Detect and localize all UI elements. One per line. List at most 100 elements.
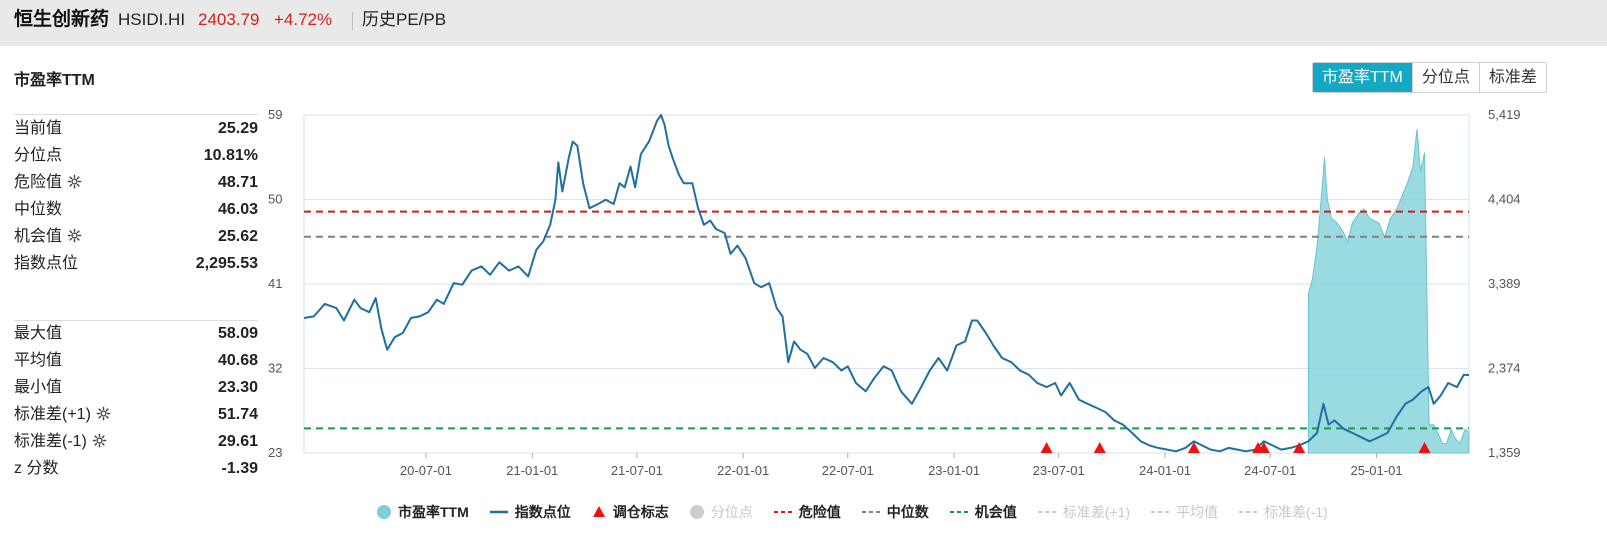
stats-bottom-divider	[14, 320, 258, 321]
index-level-line	[303, 114, 1470, 453]
top-bar: 恒生创新药 HSIDI.HI 2403.79 +4.72% 历史PE/PB	[0, 0, 1607, 46]
stat-value: 46.03	[217, 201, 258, 218]
stat-row: 最小值 23.30	[14, 374, 258, 401]
stat-label-text: 最小值	[14, 379, 63, 396]
stat-label-text: 平均值	[14, 352, 63, 369]
rebalance-marker	[1187, 442, 1200, 453]
index-name: 恒生创新药	[14, 9, 110, 30]
stat-row: 分位点 10.81%	[14, 142, 258, 169]
metric-toggle-group: 市盈率TTM 分位点 标准差	[1312, 62, 1547, 93]
settings-gear-icon[interactable]	[92, 430, 107, 448]
legend-item[interactable]: 市盈率TTM	[376, 502, 469, 522]
stat-label: 最小值	[14, 374, 62, 401]
rebalance-marker	[1093, 442, 1106, 453]
legend-item[interactable]: 调仓标志	[591, 502, 669, 522]
legend-dash-icon	[773, 511, 792, 513]
stat-label-text: z 分数	[14, 460, 59, 477]
rebalance-marker	[1418, 442, 1431, 453]
legend-item[interactable]: 指数点位	[489, 502, 571, 522]
stat-value: 2,295.53	[195, 255, 258, 272]
x-tick-label: 21-01-01	[506, 463, 558, 478]
stat-row: 危险值 48.71	[14, 169, 258, 196]
toggle-stddev-button[interactable]: 标准差	[1478, 63, 1546, 92]
stat-label: 危险值	[14, 169, 82, 196]
toggle-percentile-button[interactable]: 分位点	[1411, 63, 1479, 92]
stat-label: 指数点位	[14, 250, 78, 277]
legend-item[interactable]: 分位点	[689, 502, 753, 522]
stat-label-text: 指数点位	[14, 255, 79, 272]
stat-label: 最大值	[14, 320, 62, 347]
stat-value: 58.09	[217, 325, 258, 342]
x-tick-label: 24-07-01	[1244, 463, 1296, 478]
legend-dash-icon	[1239, 511, 1258, 513]
legend-item[interactable]: 危险值	[773, 502, 841, 522]
legend-label: 平均值	[1176, 504, 1219, 520]
y-right-tick-label: 3,389	[1488, 276, 1521, 291]
stat-label: 标准差(-1)	[14, 428, 107, 455]
x-tick-label: 20-07-01	[400, 463, 452, 478]
index-price: 2403.79	[198, 10, 260, 29]
stat-value: 29.61	[217, 433, 258, 450]
stat-label: 标准差(+1)	[14, 401, 111, 428]
settings-gear-icon[interactable]	[96, 403, 111, 421]
legend-triangle-icon	[592, 506, 605, 517]
rebalance-marker	[1293, 442, 1306, 453]
stat-row: 标准差(-1) 29.61	[14, 428, 258, 455]
stat-row: 平均值 40.68	[14, 347, 258, 374]
stat-label-text: 标准差(+1)	[14, 406, 91, 423]
stats-top-divider	[14, 114, 258, 115]
stats-panel-history: 最大值 58.09 平均值 40.68 最小值 23.30 标准差(+1) 51.74 标准差(…	[14, 320, 258, 482]
stat-label: 当前值	[14, 115, 62, 142]
legend-label: 分位点	[710, 504, 753, 520]
y-left-tick-label: 23	[268, 445, 282, 460]
header-divider	[352, 12, 353, 30]
stat-value: -1.39	[221, 460, 258, 477]
y-right-tick-label: 2,374	[1488, 361, 1521, 376]
legend-label: 标准差(+1)	[1062, 504, 1131, 520]
settings-gear-icon[interactable]	[67, 225, 82, 243]
stat-row: 机会值 25.62	[14, 223, 258, 250]
settings-gear-icon[interactable]	[67, 171, 82, 189]
legend-label: 标准差(-1)	[1264, 504, 1328, 520]
legend-item[interactable]: 标准差(-1)	[1238, 502, 1328, 522]
x-tick-label: 21-07-01	[611, 463, 663, 478]
stat-value: 51.74	[217, 406, 258, 423]
stat-label-text: 分位点	[14, 147, 63, 164]
stat-label: 机会值	[14, 223, 82, 250]
y-left-tick-label: 32	[268, 361, 282, 376]
stat-value: 40.68	[217, 352, 258, 369]
y-left-tick-label: 41	[268, 276, 282, 291]
stat-value: 25.29	[217, 120, 258, 137]
rebalance-marker	[1040, 442, 1053, 453]
x-tick-label: 22-07-01	[822, 463, 874, 478]
x-tick-label: 23-01-01	[928, 463, 980, 478]
x-tick-label: 24-01-01	[1139, 463, 1191, 478]
stat-value: 23.30	[217, 379, 258, 396]
legend-dot-icon	[689, 505, 704, 519]
stat-label-text: 最大值	[14, 325, 63, 342]
pe-ttm-area	[1307, 129, 1470, 454]
y-left-tick-label: 59	[268, 107, 282, 122]
legend-label: 机会值	[974, 504, 1017, 520]
stat-value: 48.71	[217, 174, 258, 191]
stat-row: 当前值 25.29	[14, 115, 258, 142]
chart-legend: 市盈率TTM 指数点位 调仓标志 分位点 危险值 中位数 机会值 标准差(+1) 平均值 标准差(…	[376, 502, 1348, 522]
legend-item[interactable]: 机会值	[949, 502, 1017, 522]
stat-label: 中位数	[14, 196, 62, 223]
legend-item[interactable]: 中位数	[861, 502, 929, 522]
stat-label: 分位点	[14, 142, 62, 169]
stat-value: 25.62	[217, 228, 258, 245]
y-right-tick-label: 1,359	[1488, 445, 1521, 460]
rebalance-marker	[1257, 442, 1270, 453]
legend-dot-icon	[377, 505, 391, 519]
x-tick-label: 25-01-01	[1351, 463, 1403, 478]
legend-item[interactable]: 标准差(+1)	[1037, 502, 1130, 522]
stat-row: 指数点位 2,295.53	[14, 250, 258, 277]
history-pe-pb-link[interactable]: 历史PE/PB	[362, 10, 447, 29]
section-title: 市盈率TTM	[14, 72, 95, 89]
pe-chart: 59 5,419 50 4,404 41 3,389 32 2,374 23 1,359 20-07…	[268, 107, 1521, 478]
toggle-pe-ttm-button[interactable]: 市盈率TTM	[1313, 63, 1412, 92]
legend-item[interactable]: 平均值	[1150, 502, 1218, 522]
stat-label: 平均值	[14, 347, 62, 374]
legend-dash-icon	[1151, 511, 1170, 513]
